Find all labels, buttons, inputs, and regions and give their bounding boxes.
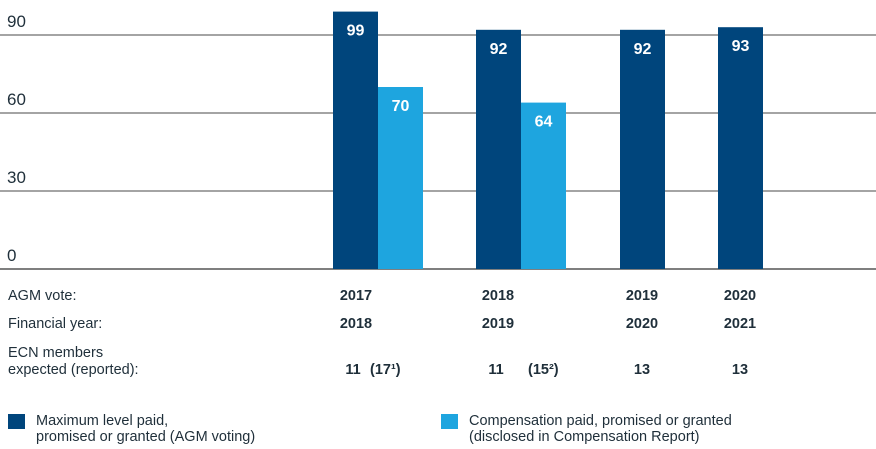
legend-swatch-light-blue bbox=[441, 414, 458, 429]
financial-year-2018: 2018 bbox=[339, 316, 373, 332]
legend-text-maximum-level: Maximum level paid, promised or granted … bbox=[36, 413, 255, 445]
financial-year-2019: 2019 bbox=[481, 316, 515, 332]
y-tick-label-60: 60 bbox=[7, 90, 26, 109]
ecn-expected-2018: 11 bbox=[488, 362, 504, 378]
bar-2018-series-1 bbox=[476, 29, 521, 269]
agm-vote-2019: 2019 bbox=[625, 288, 659, 304]
agm-vote-2020: 2020 bbox=[723, 288, 757, 304]
y-tick-label-30: 30 bbox=[7, 168, 26, 187]
ecn-label-line1: ECN members bbox=[8, 345, 104, 361]
bar-2018-series-2 bbox=[521, 102, 566, 269]
bar-2020-series-1 bbox=[718, 27, 763, 270]
ecn-label-line2: expected (reported): bbox=[8, 362, 139, 378]
financial-year-2021: 2021 bbox=[723, 316, 757, 332]
legend-text-compensation-paid: Compensation paid, promised or granted (… bbox=[469, 413, 732, 445]
agm-vote-2018: 2018 bbox=[481, 288, 515, 304]
bar-2019-series-1 bbox=[620, 29, 665, 269]
financial-year-2020: 2020 bbox=[625, 316, 659, 332]
data-label-2017-series-1: 99 bbox=[347, 23, 365, 40]
y-tick-label-0: 0 bbox=[7, 246, 16, 265]
ecn-reported-2017: (17¹) bbox=[370, 362, 401, 378]
ecn-reported-2018: (15²) bbox=[528, 362, 559, 378]
ecn-expected-2019: 13 bbox=[633, 362, 651, 378]
legend-swatch-dark-blue bbox=[8, 414, 25, 429]
data-label-2017-series-2: 70 bbox=[392, 98, 410, 115]
data-label-2019-series-1: 92 bbox=[634, 41, 652, 58]
ecn-expected-2020: 13 bbox=[731, 362, 749, 378]
y-tick-label-90: 90 bbox=[7, 12, 26, 31]
agm-vote-2017: 2017 bbox=[339, 288, 373, 304]
ecn-expected-2017: 11 bbox=[345, 362, 361, 378]
data-label-2018-series-2: 64 bbox=[535, 114, 553, 131]
legend-line-2: (disclosed in Compensation Report) bbox=[469, 429, 700, 445]
legend-item-compensation-paid: Compensation paid, promised or granted (… bbox=[441, 413, 732, 445]
agm-vote-label: AGM vote: bbox=[8, 288, 77, 304]
data-label-2020-series-1: 93 bbox=[732, 38, 750, 55]
data-label-2018-series-1: 92 bbox=[490, 41, 508, 58]
bar-2017-series-1 bbox=[333, 11, 378, 269]
legend-line-2: promised or granted (AGM voting) bbox=[36, 429, 256, 445]
legend-line-1: Maximum level paid, bbox=[36, 413, 169, 429]
legend-line-1: Compensation paid, promised or granted bbox=[469, 413, 732, 429]
financial-year-label: Financial year: bbox=[8, 316, 103, 332]
bar-2017-series-2 bbox=[378, 87, 423, 269]
legend-item-maximum-level: Maximum level paid, promised or granted … bbox=[8, 413, 255, 445]
bar-chart: 0 30 60 90 99 70 92 64 92 93 bbox=[0, 11, 876, 270]
